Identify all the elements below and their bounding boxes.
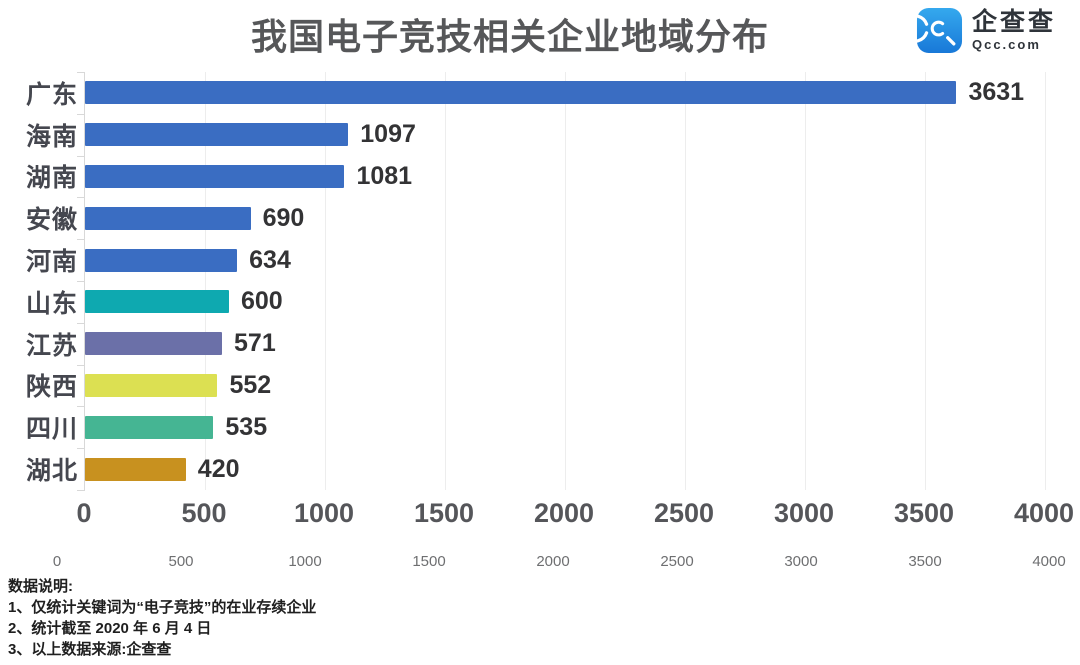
- chart-title: 我国电子竞技相关企业地域分布: [250, 16, 769, 57]
- x-tick-label: 3500: [893, 498, 955, 528]
- category-label-陕西: 陕西: [25, 373, 78, 402]
- bar-安徽: [85, 206, 251, 230]
- gridline: [325, 72, 326, 490]
- y-axis-tick: [77, 281, 85, 282]
- bar-value-label: 3631: [968, 78, 1025, 107]
- bar-row: 1081: [85, 156, 1045, 198]
- x-tick-label: 0: [76, 498, 92, 528]
- bar-row: 571: [85, 323, 1045, 365]
- x-tick-label: 2500: [653, 498, 715, 528]
- x-tick-label-secondary: 3500: [908, 553, 942, 570]
- gridline: [565, 72, 566, 490]
- bar-value-label: 535: [225, 412, 268, 441]
- footnote-item: 2、统计截至 2020 年 6 月 4 日: [8, 620, 212, 637]
- category-label-四川: 四川: [25, 415, 78, 444]
- footnotes-list: 1、仅统计关键词为“电子竞技”的在业存续企业 2、统计截至 2020 年 6 月 …: [8, 597, 316, 660]
- bar-row: 690: [85, 197, 1045, 239]
- gridline: [805, 72, 806, 490]
- bar-河南: [85, 248, 238, 272]
- bar-row: 3631: [85, 72, 1045, 114]
- x-tick-label: 500: [181, 498, 227, 528]
- bar-江苏: [85, 332, 223, 356]
- category-label-山东: 山东: [25, 289, 78, 318]
- x-tick-label-secondary: 2500: [660, 553, 694, 570]
- y-axis-tick: [77, 448, 85, 450]
- bar-陕西: [85, 373, 218, 397]
- category-label-广东: 广东: [25, 80, 78, 109]
- bar-四川: [85, 415, 214, 439]
- y-axis-tick: [77, 72, 85, 73]
- bar-value-label: 1081: [356, 161, 413, 190]
- y-axis-tick: [77, 364, 85, 366]
- category-label-江苏: 江苏: [25, 331, 78, 360]
- logo-brand-name: 企查查: [971, 8, 1056, 37]
- bar-value-label: 1097: [360, 120, 416, 149]
- bar-value-label: 420: [197, 454, 240, 483]
- footnote-item: 3、以上数据来源:企查查: [8, 641, 172, 658]
- y-axis-tick: [77, 239, 85, 241]
- y-axis-tick: [77, 322, 85, 324]
- x-tick-label-secondary: 4000: [1032, 553, 1066, 570]
- bar-row: 634: [85, 239, 1045, 281]
- logo-domain: Qcc.com: [971, 37, 1041, 53]
- x-tick-label-secondary: 0: [52, 553, 62, 570]
- bar-value-label: 634: [249, 245, 291, 274]
- x-tick-label: 1000: [293, 498, 355, 528]
- x-tick-label-secondary: 2000: [536, 553, 570, 570]
- category-axis: 广东海南湖南安徽河南山东江苏陕西四川湖北: [0, 72, 78, 490]
- bar-value-label: 571: [234, 329, 276, 358]
- bar-山东: [85, 290, 229, 314]
- category-label-湖北: 湖北: [25, 457, 78, 486]
- gridline: [685, 72, 686, 490]
- x-tick-label-secondary: 1500: [412, 553, 446, 570]
- bar-row: 420: [85, 448, 1045, 490]
- x-tick-label: 3000: [773, 498, 835, 528]
- bar-湖北: [85, 457, 186, 481]
- footnote-item: 1、仅统计关键词为“电子竞技”的在业存续企业: [8, 599, 317, 616]
- bar-湖南: [85, 164, 345, 188]
- plot-area: 3631 1097 1081 690 634 600 571 552 535 420: [77, 72, 1046, 491]
- category-label-河南: 河南: [25, 248, 78, 277]
- x-tick-label-secondary: 1000: [288, 553, 322, 570]
- y-axis-tick: [77, 113, 85, 115]
- y-axis-tick: [77, 490, 85, 491]
- bar-row: 535: [85, 406, 1045, 448]
- category-label-海南: 海南: [25, 122, 78, 151]
- bar-广东: [85, 81, 957, 105]
- bar-row: 600: [85, 281, 1045, 323]
- category-label-湖南: 湖南: [25, 164, 78, 193]
- y-axis-tick: [77, 155, 85, 157]
- footnotes: 数据说明: 1、仅统计关键词为“电子竞技”的在业存续企业 2、统计截至 2020 …: [8, 576, 316, 660]
- footnotes-heading: 数据说明:: [8, 578, 73, 595]
- gridline: [1045, 72, 1046, 490]
- bar-row: 1097: [85, 114, 1045, 156]
- x-tick-label: 4000: [1013, 498, 1075, 528]
- x-tick-label: 1500: [413, 498, 475, 528]
- bar-value-label: 600: [241, 287, 283, 316]
- x-tick-label: 2000: [533, 498, 595, 528]
- gridline: [445, 72, 446, 490]
- bar-value-label: 552: [229, 370, 272, 399]
- bar-海南: [85, 123, 349, 147]
- y-axis-tick: [77, 197, 85, 199]
- bar-value-label: 690: [262, 203, 305, 232]
- gridline: [925, 72, 926, 490]
- y-axis-tick: [77, 406, 85, 408]
- x-tick-label-secondary: 3000: [784, 553, 818, 570]
- gridline: [205, 72, 206, 490]
- qcc-logo: 企查查 Qcc.com: [915, 7, 1056, 54]
- category-label-安徽: 安徽: [25, 206, 78, 235]
- bar-row: 552: [85, 365, 1045, 407]
- x-tick-label-secondary: 500: [168, 553, 194, 570]
- qcc-logo-icon: [915, 7, 963, 54]
